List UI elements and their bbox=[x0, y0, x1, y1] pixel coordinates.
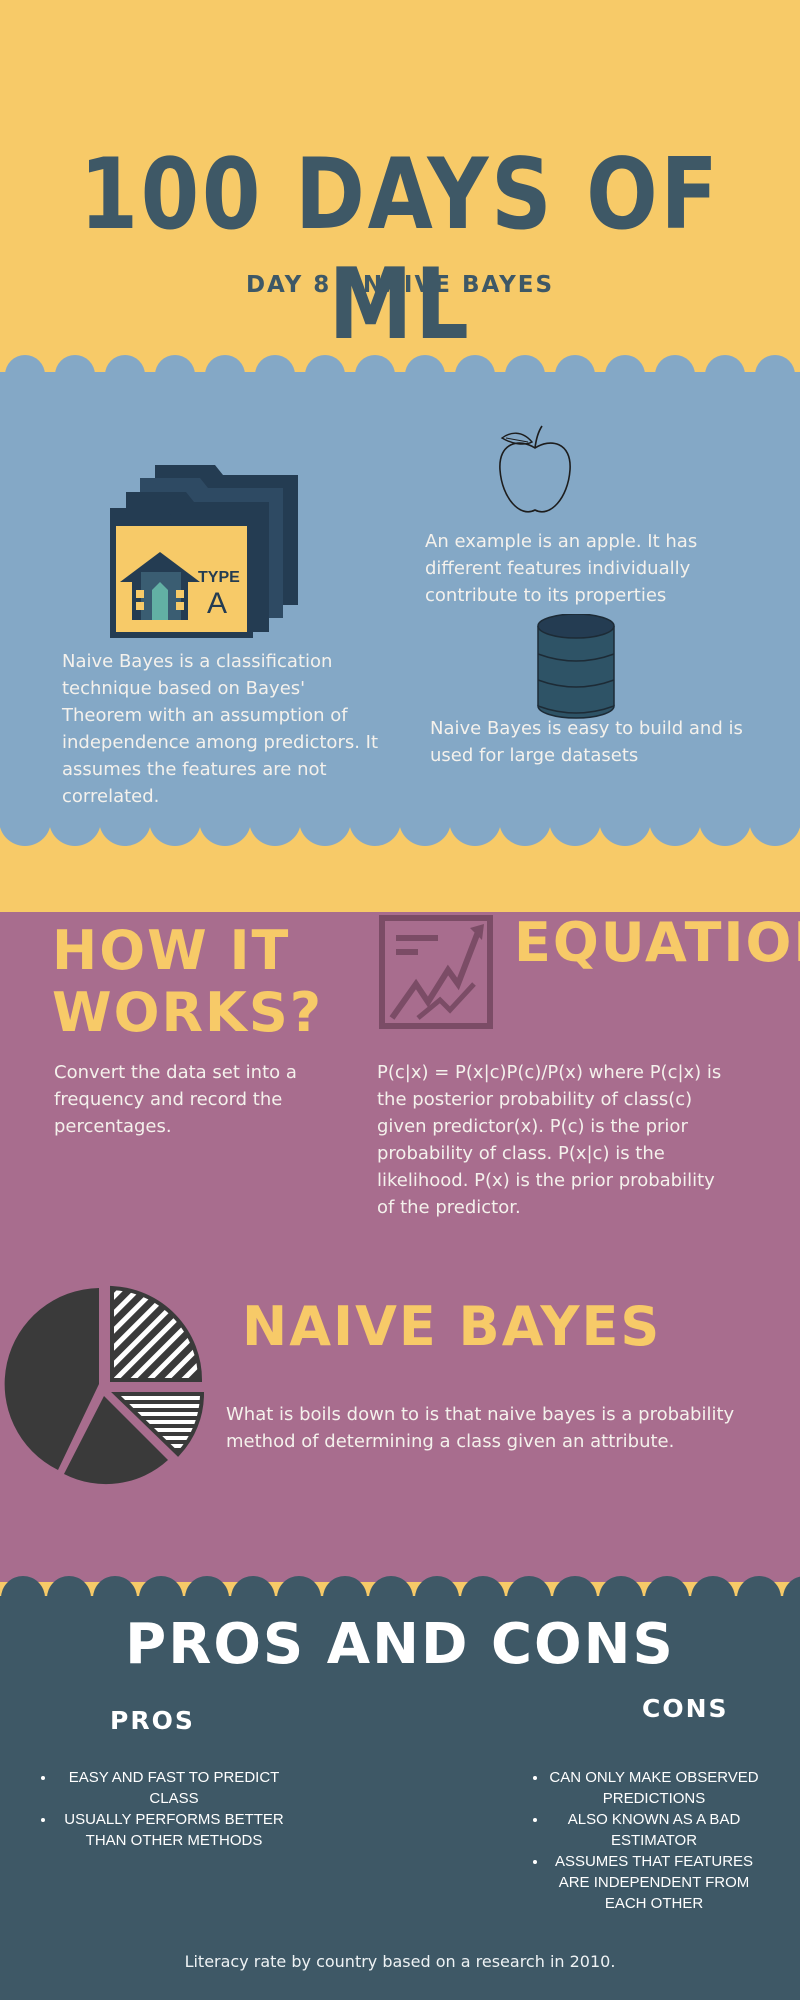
pros-item: USUALLY PERFORMS BETTER THAN OTHER METHO… bbox=[56, 1809, 292, 1851]
equation-heading: EQUATION bbox=[514, 911, 800, 974]
page-title: 100 DAYS OF ML bbox=[79, 138, 721, 362]
pros-cons-top-scallop bbox=[1, 1576, 800, 1598]
footer-text: Literacy rate by country based on a rese… bbox=[184, 1952, 616, 1971]
pros-list: EASY AND FAST TO PREDICT CLASS USUALLY P… bbox=[52, 1767, 292, 1851]
pros-item: EASY AND FAST TO PREDICT CLASS bbox=[56, 1767, 292, 1809]
pros-heading: PROS bbox=[110, 1706, 195, 1735]
pros-cons-band bbox=[0, 1596, 800, 2000]
how-it-works-heading-line2: WORKS? bbox=[52, 981, 324, 1044]
naive-bayes-text: What is boils down to is that naive baye… bbox=[226, 1404, 735, 1452]
page-subtitle: DAY 8 - NAIVE BAYES bbox=[245, 272, 555, 298]
database-icon bbox=[537, 614, 615, 719]
apple-icon bbox=[499, 425, 571, 513]
database-text: Naive Bayes is easy to build and is used… bbox=[430, 718, 743, 766]
cons-item: CAN ONLY MAKE OBSERVED PREDICTIONS bbox=[548, 1767, 760, 1809]
intro-left-text: Naive Bayes is a classification techniqu… bbox=[62, 651, 379, 807]
folder-label-bottom: A bbox=[207, 587, 227, 620]
cons-item: ASSUMES THAT FEATURES ARE INDEPENDENT FR… bbox=[548, 1851, 760, 1914]
how-it-works-text: Convert the data set into a frequency an… bbox=[54, 1062, 297, 1137]
equation-text: P(c|x) = P(x|c)P(c)/P(x) where P(c|x) is… bbox=[377, 1062, 722, 1218]
apple-text: An example is an apple. It has different… bbox=[425, 531, 698, 606]
intro-top-scallop bbox=[5, 355, 795, 375]
intro-bottom-scallop bbox=[0, 818, 800, 846]
cons-list: CAN ONLY MAKE OBSERVED PREDICTIONS ALSO … bbox=[544, 1767, 760, 1914]
folder-stack-icon: TYPE A bbox=[110, 465, 298, 638]
house-icon bbox=[120, 552, 200, 620]
pie-chart-icon bbox=[4, 1285, 205, 1485]
cons-item: ALSO KNOWN AS A BAD ESTIMATOR bbox=[548, 1809, 760, 1851]
trend-chart-icon bbox=[379, 915, 493, 1029]
cons-heading: CONS bbox=[642, 1694, 729, 1723]
naive-bayes-heading: NAIVE BAYES bbox=[242, 1295, 662, 1358]
how-it-works-heading-line1: HOW IT bbox=[52, 919, 291, 982]
pros-cons-heading: PROS AND CONS bbox=[125, 1612, 675, 1677]
folder-label-top: TYPE bbox=[198, 569, 240, 586]
